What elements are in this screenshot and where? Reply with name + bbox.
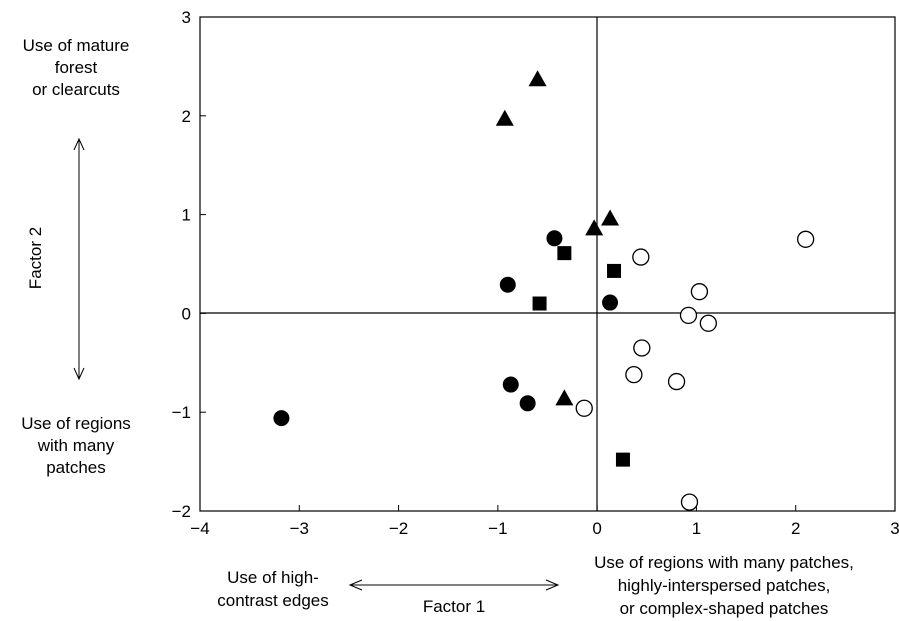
x-positive-label-line-1: Use of regions with many patches, xyxy=(594,553,854,572)
y-axis-ticks: −2 −1 0 1 2 3 xyxy=(172,8,206,521)
filled-triangle-point xyxy=(585,219,604,236)
filled-circle-point xyxy=(546,230,563,247)
y-axis-title: Factor 2 xyxy=(26,227,45,289)
x-tick-label: −3 xyxy=(290,519,309,538)
filled-circle-point xyxy=(519,395,536,412)
filled-square-point xyxy=(557,246,572,261)
filled-circle-point xyxy=(273,410,290,427)
x-tick-label: 0 xyxy=(592,519,601,538)
y-tick-label: 1 xyxy=(182,206,191,225)
x-tick-label: 3 xyxy=(890,519,899,538)
x-tick-label: 1 xyxy=(692,519,701,538)
filled-square-point xyxy=(615,452,630,467)
x-tick-label: −4 xyxy=(190,519,209,538)
x-positive-label-line-2: highly-interspersed patches, xyxy=(618,576,831,595)
filled-triangle-point xyxy=(601,209,620,226)
data-points xyxy=(273,70,815,511)
open-circle-point xyxy=(575,399,593,417)
filled-circle-point xyxy=(502,376,519,393)
filled-circle-point xyxy=(602,294,619,311)
x-positive-label-line-3: or complex-shaped patches xyxy=(620,599,829,618)
x-tick-label: −2 xyxy=(389,519,408,538)
y-axis-arrow xyxy=(73,137,85,381)
y-tick-label: 2 xyxy=(182,107,191,126)
y-tick-label: 3 xyxy=(182,8,191,27)
open-circle-point xyxy=(690,283,709,301)
open-circle-point xyxy=(680,493,699,511)
y-positive-label-line-2: forest xyxy=(55,58,98,77)
open-circle-point xyxy=(625,366,643,384)
y-tick-label: −1 xyxy=(172,403,191,422)
open-circle-point xyxy=(796,230,815,248)
x-negative-label-line-1: Use of high- xyxy=(227,568,319,587)
y-negative-label-line-3: patches xyxy=(46,458,106,477)
x-axis-title: Factor 1 xyxy=(423,597,485,616)
y-negative-label-line-2: with many xyxy=(37,436,115,455)
x-tick-label: 2 xyxy=(791,519,800,538)
filled-square-point xyxy=(532,296,547,311)
filled-triangle-point xyxy=(495,109,514,126)
open-circle-point xyxy=(699,314,717,332)
y-negative-label-line-1: Use of regions xyxy=(21,414,131,433)
y-tick-label: −2 xyxy=(172,502,191,521)
x-negative-label-line-2: contrast edges xyxy=(217,591,329,610)
x-tick-label: −1 xyxy=(488,519,507,538)
open-circle-point xyxy=(632,248,650,266)
open-circle-point xyxy=(667,372,686,391)
y-positive-label-line-1: Use of mature xyxy=(23,36,130,55)
open-circle-point xyxy=(679,306,698,325)
open-circle-point xyxy=(633,339,651,357)
y-tick-label: 0 xyxy=(182,304,191,323)
filled-triangle-point xyxy=(555,389,574,406)
filled-triangle-point xyxy=(528,70,547,87)
filled-circle-point xyxy=(499,276,516,293)
filled-square-point xyxy=(607,263,622,278)
plot-frame xyxy=(199,16,896,512)
x-axis-arrow xyxy=(348,579,560,591)
y-positive-label-line-3: or clearcuts xyxy=(32,80,120,99)
x-axis-ticks: −4 −3 −2 −1 0 1 2 3 xyxy=(190,505,899,538)
